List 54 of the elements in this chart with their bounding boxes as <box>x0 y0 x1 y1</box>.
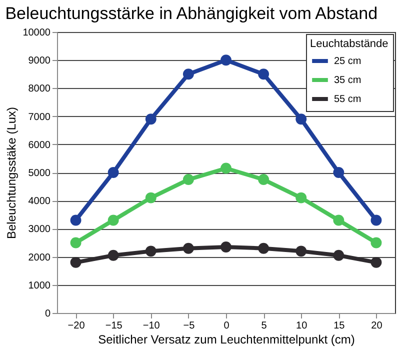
point <box>258 242 270 254</box>
point <box>258 68 270 80</box>
x-tick-label: 20 <box>371 320 383 332</box>
point <box>333 214 344 226</box>
point <box>220 242 232 252</box>
point <box>182 242 194 254</box>
point <box>70 256 82 268</box>
x-axis-title: Seitlicher Versatz zum Leuchtenmittelpunkt (cm) <box>98 332 355 346</box>
x-tick-label: −20 <box>68 320 86 332</box>
x-tick-label: −15 <box>105 320 123 332</box>
y-tick-label: 5000 <box>28 168 51 179</box>
x-tick-label: 10 <box>296 320 308 332</box>
legend-title: Leuchtabstände <box>310 38 388 50</box>
x-tick-label: 0 <box>224 320 230 332</box>
point <box>220 162 232 174</box>
y-tick-label: 10000 <box>22 28 51 38</box>
x-tick-label: 5 <box>261 320 268 332</box>
y-tick-label: 7000 <box>28 112 51 123</box>
point <box>258 174 270 185</box>
point <box>333 250 344 261</box>
y-axis-title: Beleuchtungsstäke (Lux) <box>4 106 19 240</box>
x-tick-label: −10 <box>142 320 160 332</box>
point <box>370 214 382 226</box>
legend-label: 35 cm <box>334 75 362 86</box>
point <box>108 214 119 226</box>
y-tick-label: 6000 <box>28 140 51 151</box>
chart-title: Beleuchtungsstärke in Abhängigkeit vom Abstand <box>5 4 378 23</box>
y-tick-label: 9000 <box>28 56 51 67</box>
point <box>145 192 156 204</box>
y-tick-label: 8000 <box>28 84 51 95</box>
point <box>108 167 119 178</box>
point <box>108 250 119 261</box>
point <box>370 256 382 268</box>
y-tick-label: 3000 <box>28 224 51 236</box>
point <box>182 174 194 185</box>
point <box>296 114 307 125</box>
point <box>220 54 232 66</box>
y-tick-label: 4000 <box>28 196 51 208</box>
point <box>333 167 344 178</box>
legend-label: 55 cm <box>334 94 362 105</box>
point <box>370 237 382 248</box>
point <box>70 237 82 248</box>
x-tick-label: 15 <box>334 320 346 332</box>
y-tick-label: 1000 <box>28 280 51 292</box>
point <box>182 68 194 80</box>
y-tick-label: 2000 <box>28 252 51 264</box>
x-tick-label: −5 <box>183 320 196 332</box>
legend-label: 25 cm <box>334 56 362 67</box>
point <box>145 246 156 257</box>
point <box>296 192 307 204</box>
point <box>296 246 307 257</box>
point <box>70 214 82 226</box>
y-tick-label: 0 <box>44 308 51 320</box>
point <box>145 114 156 125</box>
